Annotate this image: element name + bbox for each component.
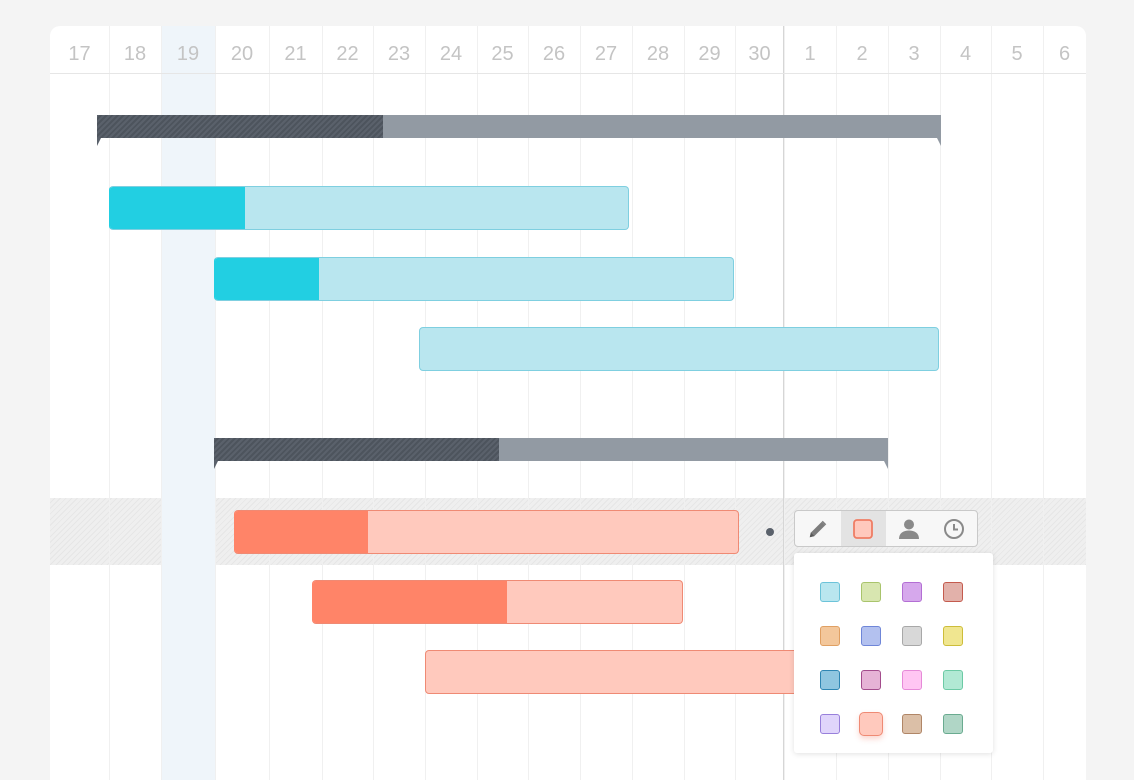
task-progress-fill: [215, 258, 319, 300]
day-divider: [477, 26, 478, 780]
day-label-17[interactable]: 17: [68, 43, 91, 65]
color-swatch-8[interactable]: [943, 626, 963, 646]
task-5-bar[interactable]: [312, 580, 683, 624]
summary-start-marker: [97, 138, 101, 146]
day-label-5[interactable]: 5: [1011, 43, 1023, 65]
day-divider: [1043, 26, 1044, 780]
gantt-chart: 17 18 19 20 21 22 23 24 25 26 27 28 29 30 1 2 3 4 5 6: [50, 26, 1086, 780]
color-swatch-1[interactable]: [820, 582, 840, 602]
day-divider: [109, 26, 110, 780]
day-divider: [940, 26, 941, 780]
day-divider: [373, 26, 374, 780]
summary-progress-fill: [97, 115, 383, 138]
task-4-bar[interactable]: [234, 510, 739, 554]
day-label-3[interactable]: 3: [908, 43, 920, 65]
day-divider: [784, 26, 785, 780]
summary-end-marker: [884, 461, 888, 469]
day-label-18[interactable]: 18: [123, 43, 147, 65]
color-swatch-14[interactable]: [859, 712, 883, 736]
color-swatch-10[interactable]: [861, 670, 881, 690]
task-6-bar[interactable]: [425, 650, 801, 694]
pencil-icon: [807, 518, 829, 540]
summary-progress-fill: [214, 438, 499, 461]
day-label-4[interactable]: 4: [959, 43, 972, 65]
task-2-bar[interactable]: [214, 257, 734, 301]
day-divider: [836, 26, 837, 780]
day-divider: [528, 26, 529, 780]
color-swatch-9[interactable]: [820, 670, 840, 690]
color-swatch-13[interactable]: [820, 714, 840, 734]
assign-button[interactable]: [886, 511, 932, 546]
color-swatch-4[interactable]: [943, 582, 963, 602]
color-swatch-2[interactable]: [861, 582, 881, 602]
group-2-summary-bar[interactable]: [214, 438, 888, 469]
day-divider: [322, 26, 323, 780]
summary-end-marker: [937, 138, 941, 146]
color-swatch-6[interactable]: [861, 626, 881, 646]
task-1-bar[interactable]: [109, 186, 629, 230]
day-label-25[interactable]: 25: [491, 43, 514, 65]
day-label-27[interactable]: 27: [594, 43, 618, 65]
day-label-30[interactable]: 30: [748, 43, 771, 65]
day-label-6[interactable]: 6: [1058, 43, 1071, 65]
color-swatch-16[interactable]: [943, 714, 963, 734]
color-swatch-icon: [852, 518, 874, 540]
day-divider: [269, 26, 270, 780]
task-progress-fill: [313, 581, 507, 623]
day-divider: [991, 26, 992, 780]
day-label-26[interactable]: 26: [542, 43, 566, 65]
time-button[interactable]: [932, 511, 978, 546]
day-label-20[interactable]: 20: [230, 43, 254, 65]
day-divider: [684, 26, 685, 780]
day-label-23[interactable]: 23: [387, 43, 411, 65]
color-swatch-15[interactable]: [902, 714, 922, 734]
day-divider: [580, 26, 581, 780]
day-label-29[interactable]: 29: [698, 43, 721, 65]
group-1-summary-bar[interactable]: [97, 115, 941, 146]
day-label-21[interactable]: 21: [284, 43, 307, 65]
highlighted-day-column: [161, 26, 215, 780]
task-action-toolbar: [794, 510, 978, 547]
day-label-19[interactable]: 19: [176, 43, 200, 65]
day-divider: [735, 26, 736, 780]
day-label-24[interactable]: 24: [439, 43, 463, 65]
day-label-2[interactable]: 2: [856, 43, 868, 65]
color-palette-popover: [794, 553, 993, 753]
person-icon: [897, 517, 921, 541]
color-swatch-12[interactable]: [943, 670, 963, 690]
day-label-28[interactable]: 28: [646, 43, 670, 65]
task-3-bar[interactable]: [419, 327, 939, 371]
dependency-connector-dot[interactable]: [766, 528, 774, 536]
day-divider: [888, 26, 889, 780]
color-swatch-11[interactable]: [902, 670, 922, 690]
color-swatch-5[interactable]: [820, 626, 840, 646]
summary-start-marker: [214, 461, 218, 469]
day-label-1[interactable]: 1: [804, 43, 816, 65]
color-swatch-3[interactable]: [902, 582, 922, 602]
day-divider: [425, 26, 426, 780]
task-progress-fill: [110, 187, 245, 229]
edit-button[interactable]: [795, 511, 841, 546]
day-divider: [161, 26, 162, 780]
timeline-header: 17 18 19 20 21 22 23 24 25 26 27 28 29 30 1 2 3 4 5 6: [50, 26, 1086, 74]
task-progress-fill: [235, 511, 368, 553]
color-swatch-7[interactable]: [902, 626, 922, 646]
day-divider: [215, 26, 216, 780]
day-label-22[interactable]: 22: [336, 43, 359, 65]
day-divider: [632, 26, 633, 780]
color-button[interactable]: [840, 511, 886, 546]
clock-icon: [943, 518, 965, 540]
